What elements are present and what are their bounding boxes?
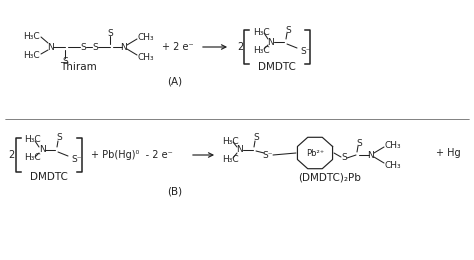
Text: H₃C: H₃C: [24, 153, 41, 162]
Text: S⁻: S⁻: [300, 47, 310, 55]
Text: + Pb(Hg)⁰  - 2 e⁻: + Pb(Hg)⁰ - 2 e⁻: [91, 150, 173, 160]
Text: H₃C: H₃C: [253, 46, 270, 55]
Text: S⁻: S⁻: [71, 154, 82, 164]
Text: N: N: [38, 146, 46, 154]
Text: H₃C: H₃C: [24, 135, 41, 145]
Text: S⁻: S⁻: [263, 151, 273, 159]
Text: CH₃: CH₃: [138, 53, 155, 62]
Text: H₃C: H₃C: [23, 50, 40, 60]
Text: S: S: [62, 56, 68, 66]
Text: H₃C: H₃C: [253, 28, 270, 36]
Text: CH₃: CH₃: [138, 32, 155, 42]
Text: 2: 2: [237, 42, 243, 52]
Text: 2: 2: [8, 150, 14, 160]
Text: S: S: [356, 139, 362, 147]
Text: S: S: [341, 153, 347, 162]
Text: S: S: [285, 25, 291, 35]
Text: S: S: [253, 133, 259, 142]
Text: (A): (A): [167, 76, 182, 86]
Text: H₃C: H₃C: [222, 154, 238, 164]
Text: H₃C: H₃C: [222, 136, 238, 146]
Text: H₃C: H₃C: [23, 31, 40, 41]
Text: DMDTC: DMDTC: [30, 172, 68, 182]
Text: + 2 e⁻: + 2 e⁻: [162, 42, 194, 52]
Text: S: S: [92, 42, 98, 51]
Text: Pb²⁺: Pb²⁺: [306, 148, 324, 158]
Text: (DMDTC)₂Pb: (DMDTC)₂Pb: [299, 172, 362, 182]
Text: N: N: [268, 37, 274, 47]
Text: S: S: [80, 42, 86, 51]
Text: (B): (B): [167, 187, 182, 197]
Text: S: S: [56, 133, 62, 142]
Text: CH₃: CH₃: [385, 140, 401, 150]
Text: N: N: [368, 151, 374, 159]
Text: + Hg: + Hg: [436, 148, 461, 158]
Text: N: N: [120, 42, 128, 51]
Text: DMDTC: DMDTC: [258, 62, 296, 72]
Text: N: N: [237, 146, 243, 154]
Text: S: S: [107, 29, 113, 37]
Text: N: N: [46, 42, 54, 51]
Text: Thiram: Thiram: [60, 62, 96, 72]
Text: CH₃: CH₃: [385, 160, 401, 170]
